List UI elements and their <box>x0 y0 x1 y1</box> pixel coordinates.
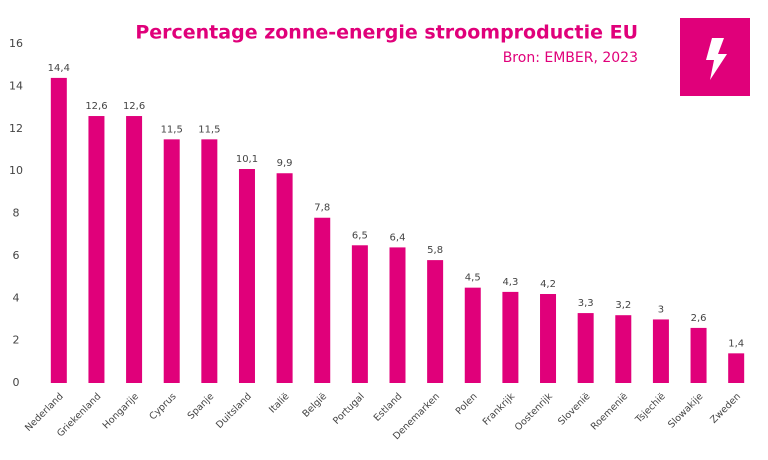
x-tick-label: Zweden <box>708 391 743 426</box>
bar <box>50 77 67 384</box>
x-tick-label: Slovenië <box>556 391 592 427</box>
value-label: 11,5 <box>198 124 220 135</box>
x-tick-label: Portugal <box>331 391 367 427</box>
bar <box>314 217 331 383</box>
chart-title: Percentage zonne-energie stroomproductie… <box>135 22 638 44</box>
logo-bolt <box>706 38 727 80</box>
bar <box>163 139 180 383</box>
y-tick-label: 16 <box>9 37 23 50</box>
x-tick-label: Estland <box>372 391 405 424</box>
bar <box>577 313 594 383</box>
x-tick-label: België <box>300 391 329 420</box>
bar <box>464 287 481 383</box>
bar <box>201 139 218 383</box>
y-tick-label: 8 <box>13 207 20 220</box>
y-tick-label: 14 <box>9 79 23 92</box>
bar <box>540 294 557 383</box>
x-tick-label: Polen <box>454 391 480 417</box>
value-label: 4,2 <box>540 279 556 290</box>
bar <box>690 327 707 383</box>
value-label: 6,4 <box>390 232 406 243</box>
value-label: 5,8 <box>427 245 443 256</box>
value-label: 12,6 <box>85 101 107 112</box>
bar <box>126 116 143 383</box>
x-tick-label: Duitsland <box>214 391 254 431</box>
value-label: 4,5 <box>465 273 481 284</box>
y-tick-label: 4 <box>13 291 20 304</box>
bar <box>652 319 669 383</box>
bar <box>427 260 444 383</box>
value-label: 4,3 <box>502 277 518 288</box>
value-label: 3,2 <box>615 300 631 311</box>
x-tick-label: Slowakije <box>666 391 705 430</box>
y-tick-label: 2 <box>13 334 20 347</box>
value-label: 14,4 <box>48 63 70 74</box>
value-label: 10,1 <box>236 154 258 165</box>
value-label: 3 <box>658 304 664 315</box>
y-tick-label: 10 <box>9 164 23 177</box>
x-tick-label: Frankrijk <box>481 391 518 428</box>
value-label: 12,6 <box>123 101 145 112</box>
bar <box>502 291 519 383</box>
y-tick-label: 0 <box>13 376 20 389</box>
x-tick-label: Spanje <box>186 391 217 422</box>
value-label: 11,5 <box>161 124 183 135</box>
bar <box>276 173 293 383</box>
bar <box>351 245 368 383</box>
y-tick-label: 6 <box>13 249 20 262</box>
y-tick-label: 12 <box>9 122 23 135</box>
value-label: 9,9 <box>277 158 293 169</box>
value-label: 2,6 <box>691 313 707 324</box>
value-label: 6,5 <box>352 230 368 241</box>
bar <box>238 169 255 383</box>
bar <box>88 116 105 383</box>
value-label: 7,8 <box>314 203 330 214</box>
bar <box>615 315 632 383</box>
x-tick-label: Italië <box>267 391 291 415</box>
chart-subtitle: Bron: EMBER, 2023 <box>503 50 638 66</box>
value-label: 1,4 <box>728 338 744 349</box>
x-tick-label: Hongarije <box>101 391 141 431</box>
x-tick-label: Cyprus <box>147 391 178 422</box>
bar <box>389 247 406 383</box>
bar <box>728 353 745 383</box>
x-tick-label: Tsjechië <box>633 391 668 426</box>
x-tick-label: Roemenië <box>589 391 630 432</box>
x-tick-label: Oostenrijk <box>513 391 555 433</box>
value-label: 3,3 <box>578 298 594 309</box>
